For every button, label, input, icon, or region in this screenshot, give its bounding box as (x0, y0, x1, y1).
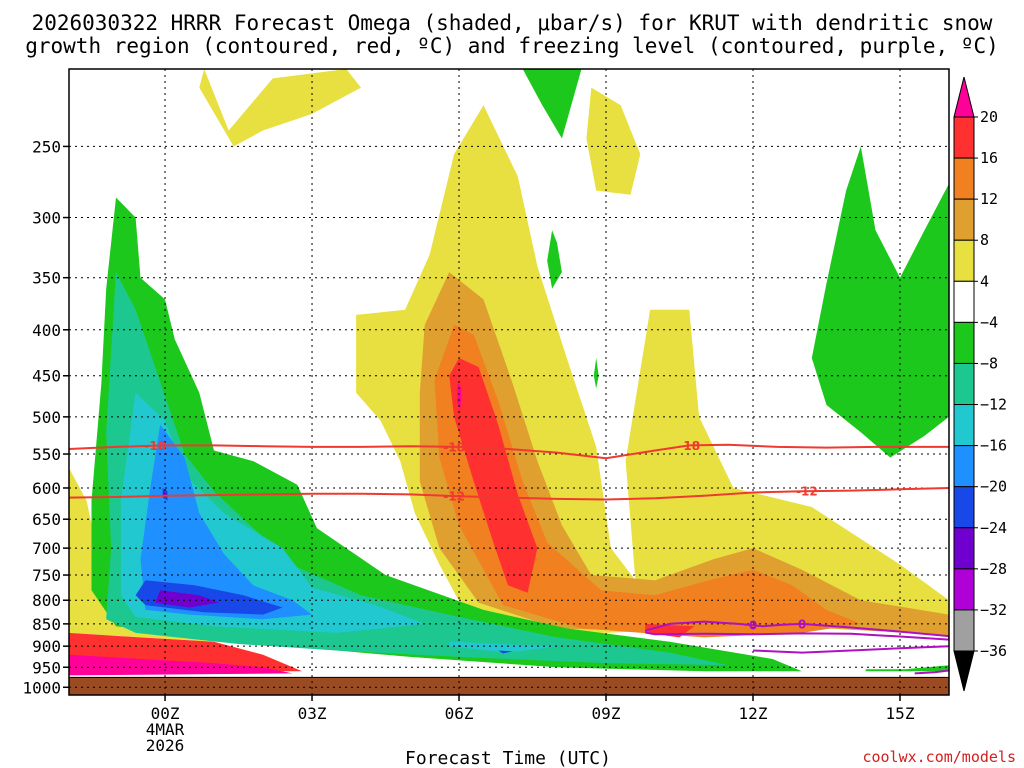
omega-region-12 (434, 324, 861, 638)
omega-region-4 (69, 468, 288, 647)
colorbar-label: 12 (980, 190, 998, 208)
omega-region-neg4 (865, 665, 949, 672)
colorbar-arrow-bottom (953, 650, 975, 692)
omega-region-neg4 (593, 358, 599, 389)
colorbar-swatch (953, 239, 975, 282)
x-axis-label: Forecast Time (UTC) (405, 748, 611, 768)
dgz-contour-label: -18 (443, 440, 465, 454)
freezing-level-contour (914, 669, 949, 675)
omega-region-20 (457, 382, 462, 409)
colorbar-swatch (953, 568, 975, 611)
omega-shading (69, 69, 949, 676)
chart-title-line-2: growth region (contoured, red, ºC) and f… (25, 34, 999, 58)
colorbar-swatch (953, 280, 975, 323)
y-tick-label: 1000 (22, 678, 61, 697)
dgz-contour-label: -18 (144, 439, 166, 453)
freezing-level-contour (644, 620, 949, 641)
omega-region-neg20 (135, 580, 283, 615)
dgz-contour-label: -12 (443, 490, 465, 504)
dgz-contour-label: -12 (796, 485, 818, 499)
y-tick-label: 950 (32, 658, 61, 677)
omega-region-4 (586, 87, 641, 195)
freezing-level-contour (752, 645, 949, 654)
omega-region-neg20 (498, 650, 513, 654)
omega-region-8 (419, 272, 949, 636)
y-tick-label: 350 (32, 269, 61, 288)
credit-text: coolwx.com/models (862, 748, 1016, 766)
y-tick-label: 400 (32, 321, 61, 340)
colorbar-label: −12 (980, 396, 1007, 414)
colorbar-swatch (953, 321, 975, 364)
colorbar-swatch (953, 198, 975, 241)
x-tick-label: 03Z (298, 704, 327, 723)
y-tick-label: 800 (32, 591, 61, 610)
x-tick-label: 00Z (151, 704, 180, 723)
colorbar-label: −28 (980, 560, 1007, 578)
y-tick-label: 700 (32, 539, 61, 558)
y-tick-label: 550 (32, 445, 61, 464)
colorbar-arrow-top (953, 76, 975, 118)
colorbar-label: 16 (980, 149, 998, 167)
omega-region-20 (69, 654, 293, 676)
y-tick-label: 250 (32, 137, 61, 156)
ground-layer (69, 676, 949, 695)
omega-region-neg16 (140, 424, 312, 620)
omega-region-neg4 (811, 146, 949, 458)
y-tick-label: 300 (32, 209, 61, 228)
colorbar-label: −4 (980, 313, 998, 331)
colorbar-label: −20 (980, 478, 1007, 496)
colorbar: 20 16 12 8 4 −4 −8 −12 −16 −20 −24 −28 −32 −36 (953, 76, 1007, 692)
colorbar-swatch (953, 116, 975, 159)
colorbar-swatch (953, 527, 975, 570)
colorbar-label: −32 (980, 601, 1007, 619)
colorbar-label: 4 (980, 272, 989, 290)
colorbar-swatch (953, 362, 975, 406)
colorbar-swatch (953, 609, 975, 652)
y-axis: 250 300 350 400 450 500 550 600 650 700 750 800 850 9… (22, 137, 69, 697)
x-tick-label: 12Z (739, 704, 768, 723)
y-tick-label: 600 (32, 479, 61, 498)
colorbar-label: −8 (980, 354, 998, 372)
omega-region-neg24 (155, 590, 219, 608)
x-tick-label: 06Z (445, 704, 474, 723)
omega-region-neg4 (547, 230, 562, 289)
y-tick-label: 650 (32, 510, 61, 529)
x-tick-year: 2026 (146, 736, 185, 755)
freezing-level-contour-label: 0 (749, 619, 757, 633)
colorbar-label: −16 (980, 437, 1007, 455)
x-tick-label: 15Z (886, 704, 915, 723)
omega-region-4 (199, 69, 361, 147)
colorbar-swatch (953, 486, 975, 529)
chart-title-line-1: 2026030322 HRRR Forecast Omega (shaded, … (32, 11, 993, 35)
y-tick-label: 900 (32, 637, 61, 656)
colorbar-label: 20 (980, 108, 998, 126)
y-tick-label: 750 (32, 566, 61, 585)
y-tick-label: 850 (32, 615, 61, 634)
plot-frame (68, 68, 950, 696)
x-tick-label: 09Z (592, 704, 621, 723)
colorbar-label: 8 (980, 231, 989, 249)
dgz-contour (69, 487, 949, 501)
dgz-contour (69, 443, 949, 460)
colorbar-swatch (953, 445, 975, 488)
contour-lines: -18 -18 -18 -12 -12 0 0 (69, 439, 949, 675)
ground-fill (69, 677, 949, 695)
gridlines (69, 69, 949, 695)
colorbar-swatch (953, 157, 975, 200)
x-tick-date: 4MAR (146, 720, 185, 739)
colorbar-label: −36 (980, 642, 1007, 660)
y-tick-label: 450 (32, 367, 61, 386)
colorbar-swatch (953, 404, 975, 447)
colorbar-label: −24 (980, 519, 1007, 537)
y-tick-label: 500 (32, 408, 61, 427)
dgz-contour-label: -18 (678, 439, 700, 453)
freezing-level-contour-label: 0 (798, 617, 806, 631)
omega-region-neg4 (522, 69, 582, 139)
omega-region-neg12 (449, 641, 557, 653)
